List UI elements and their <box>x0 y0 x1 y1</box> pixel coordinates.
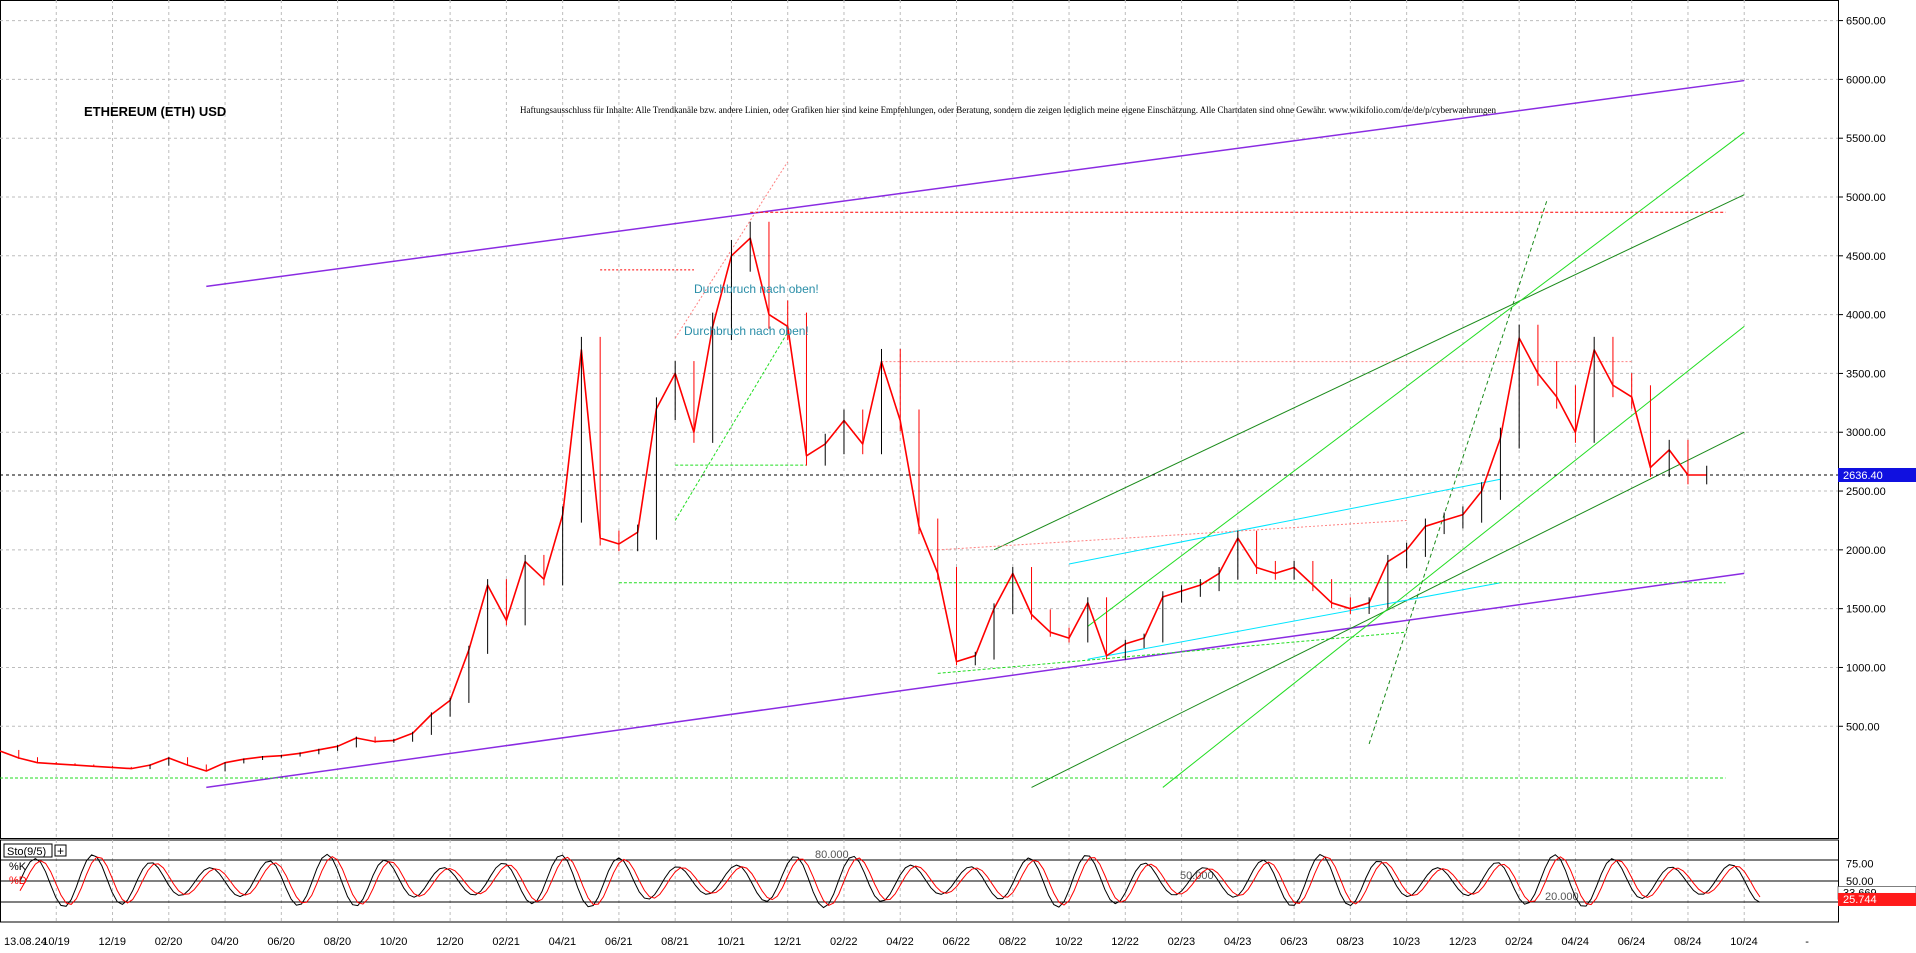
x-tick-label: 06/20 <box>267 936 295 948</box>
y-tick-label: 4500.00 <box>1846 251 1886 263</box>
x-tick-label: 12/22 <box>1111 936 1139 948</box>
x-tick-label: 04/22 <box>886 936 914 948</box>
y-tick-label: 1000.00 <box>1846 662 1886 674</box>
y-tick-label: 2500.00 <box>1846 486 1886 498</box>
x-tick-label: 04/24 <box>1561 936 1589 948</box>
y-tick-label: 500.00 <box>1846 721 1880 733</box>
oscillator-level-label: 50.000 <box>1180 870 1214 882</box>
x-tick-label: 10/19 <box>42 936 70 948</box>
oscillator-axis-tick: 75.00 <box>1846 859 1874 871</box>
y-tick-label: 5000.00 <box>1846 192 1886 204</box>
x-tick-label: 10/23 <box>1393 936 1421 948</box>
axis-layer: 6500.00 6000.00 5500.00 5000.00 4500.00 4000.… <box>4 16 1916 948</box>
x-tick-label: 08/22 <box>999 936 1027 948</box>
x-tick-label: 08/21 <box>661 936 689 948</box>
stochastic-k-line <box>19 853 1761 909</box>
x-tick-label: 10/24 <box>1730 936 1758 948</box>
x-tick-label: 04/21 <box>549 936 577 948</box>
x-tick-label: 13.08.24 <box>4 936 47 948</box>
upper-channel-line <box>206 79 1745 288</box>
light-trendline-lower <box>1162 325 1745 788</box>
disclaimer-text: Haftungsausschluss für Inhalte: Alle Tre… <box>520 105 1497 115</box>
dashed-steep-trendline <box>1368 199 1548 745</box>
d-value: 25.744 <box>1843 894 1877 906</box>
x-tick-label: 04/20 <box>211 936 239 948</box>
oscillator-level-label: 20.000 <box>1545 891 1579 903</box>
x-tick-label: 10/20 <box>380 936 408 948</box>
x-tick-label: 04/23 <box>1224 936 1252 948</box>
light-trendline-upper <box>1087 131 1745 627</box>
stochastic-d-line <box>19 855 1761 906</box>
plus-icon: + <box>57 844 64 858</box>
x-tick-label: 02/21 <box>492 936 520 948</box>
y-tick-label: 2000.00 <box>1846 545 1886 557</box>
x-tick-label: 06/22 <box>943 936 971 948</box>
cyan-trendline-upper <box>1068 478 1501 565</box>
y-tick-label: 6000.00 <box>1846 74 1886 86</box>
dark-trendline-lower <box>1031 431 1745 788</box>
cyan-trendline-lower <box>1087 582 1501 660</box>
price-panel-frame <box>0 0 1839 839</box>
annotation-breakout-1: Durchbruch nach oben! <box>694 282 819 296</box>
green-dotted-slope <box>674 332 789 521</box>
green-dotted-flat <box>937 631 1407 674</box>
x-tick-label: 12/23 <box>1449 936 1477 948</box>
oscillator-d-label: %D <box>9 875 27 887</box>
y-tick-label: 1500.00 <box>1846 604 1886 616</box>
stochastic-oscillator-layer: 80.000 50.000 20.000 <box>0 849 1838 909</box>
oscillator-legend: Sto(9/5) + %K %D <box>3 843 67 887</box>
dark-trendline-upper <box>993 194 1745 551</box>
y-tick-label: 3500.00 <box>1846 368 1886 380</box>
x-tick-label: 10/22 <box>1055 936 1083 948</box>
annotation-breakout-2: Durchbruch nach oben! <box>684 324 809 338</box>
y-tick-label: 6500.00 <box>1846 16 1886 28</box>
price-line-series <box>0 237 1707 772</box>
price-series-layer <box>0 221 1708 772</box>
x-tick-label: - <box>1805 936 1809 948</box>
y-tick-label: 3000.00 <box>1846 427 1886 439</box>
x-tick-label: 02/24 <box>1505 936 1533 948</box>
x-tick-label: 12/19 <box>99 936 127 948</box>
oscillator-name: Sto(9/5) <box>7 846 46 858</box>
x-tick-label: 08/23 <box>1336 936 1364 948</box>
x-tick-label: 02/23 <box>1168 936 1196 948</box>
lower-channel-line <box>206 572 1745 789</box>
x-tick-label: 08/24 <box>1674 936 1702 948</box>
x-tick-label: 08/20 <box>324 936 352 948</box>
d-value-tag <box>1838 892 1916 906</box>
oscillator-expand-button[interactable] <box>54 844 67 857</box>
last-price-tag <box>1838 467 1916 482</box>
x-tick-label: 02/20 <box>155 936 183 948</box>
x-tick-label: 10/21 <box>717 936 745 948</box>
oscillator-level-label: 80.000 <box>815 849 849 861</box>
chart-title: ETHEREUM (ETH) USD <box>84 104 226 119</box>
x-tick-label: 06/21 <box>605 936 633 948</box>
y-tick-label: 5500.00 <box>1846 133 1886 145</box>
x-tick-label: 02/22 <box>830 936 858 948</box>
x-tick-label: 06/24 <box>1618 936 1646 948</box>
last-price-value: 2636.40 <box>1843 470 1883 482</box>
x-tick-label: 12/20 <box>436 936 464 948</box>
x-tick-label: 06/23 <box>1280 936 1308 948</box>
oscillator-k-label: %K <box>9 861 27 873</box>
y-tick-label: 4000.00 <box>1846 310 1886 322</box>
oscillator-axis-tick: 50.00 <box>1846 876 1874 888</box>
x-tick-label: 12/21 <box>774 936 802 948</box>
